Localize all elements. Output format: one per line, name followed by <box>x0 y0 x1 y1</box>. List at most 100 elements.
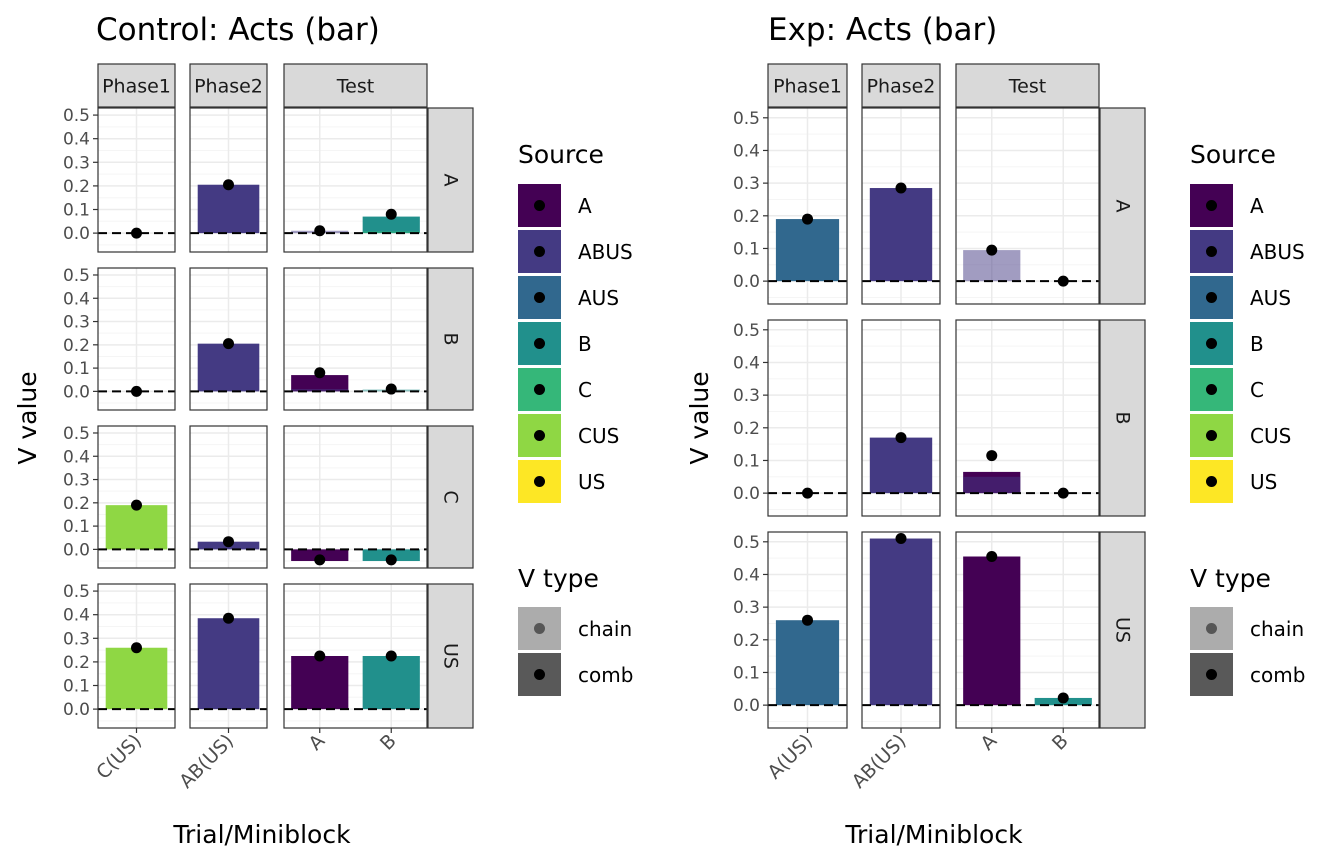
y-tick-label: 0.1 <box>63 517 90 537</box>
facet-strip-label: Phase1 <box>102 76 171 98</box>
y-tick-label: 0.3 <box>733 386 760 406</box>
legend-key-point <box>1206 669 1217 680</box>
x-tick-label: AB(US) <box>175 730 238 793</box>
y-tick-label: 0.1 <box>63 359 90 379</box>
bar-a-comb <box>963 556 1021 706</box>
data-point <box>385 650 397 662</box>
legend-label: ABUS <box>1250 240 1305 264</box>
legend-label: comb <box>578 663 633 687</box>
data-point <box>131 642 142 654</box>
legend-label: CUS <box>1250 424 1291 448</box>
chart-title: Control: Acts (bar) <box>96 12 380 48</box>
x-tick-label: A <box>977 730 1002 755</box>
y-tick-label: 0.5 <box>63 266 90 286</box>
y-tick-label: 0.1 <box>63 201 90 221</box>
panel-border <box>97 267 176 411</box>
x-tick-label: A <box>305 730 330 755</box>
panel-border <box>189 107 268 253</box>
facet-row-strip <box>1099 319 1146 517</box>
legend-label: AUS <box>1250 286 1291 310</box>
legend-key-point <box>534 623 545 634</box>
x-tick-label: B <box>1048 730 1073 755</box>
y-tick-label: 0.0 <box>733 696 760 716</box>
y-tick-label: 0.4 <box>63 447 90 467</box>
facet-row-label: B <box>440 332 462 345</box>
panel-border <box>955 531 1100 729</box>
x-tick-label: C(US) <box>92 730 146 784</box>
legend-label: ABUS <box>578 240 633 264</box>
data-point <box>131 227 142 239</box>
bar-b-comb <box>362 216 420 234</box>
facet-row-label: B <box>1112 411 1134 424</box>
bar-aus-comb <box>775 219 840 282</box>
facet-strip-phase1 <box>767 63 848 108</box>
control-legend: Source A ABUS AUS BC CUS US V type chain comb <box>518 140 633 696</box>
panel-border <box>283 107 428 253</box>
y-tick-label: 0.5 <box>733 109 760 129</box>
y-tick-label: 0.0 <box>733 484 760 504</box>
data-point <box>385 554 397 566</box>
y-tick-label: 0.5 <box>63 582 90 602</box>
legend-label: comb <box>1250 663 1305 687</box>
legend-key-point <box>534 338 545 349</box>
x-tick-label: AB(US) <box>848 730 911 793</box>
bar-abus-chain <box>291 389 349 392</box>
y-tick-label: 0.3 <box>63 153 90 173</box>
legend-title-source: Source <box>518 140 604 169</box>
data-point <box>802 213 813 225</box>
facet-strip-phase2 <box>861 63 941 108</box>
facet-row-label: A <box>440 174 462 187</box>
data-point <box>314 650 326 662</box>
facet-strip-test <box>283 63 428 108</box>
legend-key-point <box>1206 430 1217 441</box>
panel-border <box>189 267 268 411</box>
y-axis-label: V value <box>685 371 714 464</box>
y-tick-label: 0.5 <box>733 533 760 553</box>
y-tick-label: 0.1 <box>733 663 760 683</box>
legend-key-point <box>534 200 545 211</box>
panel-border <box>955 319 1100 517</box>
legend-key-point <box>534 476 545 487</box>
data-point <box>895 533 907 545</box>
legend-label: chain <box>1250 617 1304 641</box>
panel-border <box>283 425 428 569</box>
bar-c-chain <box>362 231 420 234</box>
y-tick-label: 0.1 <box>733 451 760 471</box>
legend-label: AUS <box>578 286 619 310</box>
legend-key-point <box>534 246 545 257</box>
bar-aus-comb <box>775 620 840 706</box>
x-axis-label: Trial/Miniblock <box>172 820 351 849</box>
legend-key-point <box>534 430 545 441</box>
exp-chart: Exp: Acts (bar) V value Trial/Miniblock Pha… <box>685 12 1146 849</box>
legend-label: US <box>578 470 605 494</box>
facet-strip-phase2 <box>189 63 268 108</box>
chart-title: Exp: Acts (bar) <box>768 12 997 48</box>
legend-key-point <box>1206 623 1217 634</box>
legend-title-vtype: V type <box>1190 564 1271 593</box>
data-point <box>986 450 998 462</box>
panel-background <box>284 426 427 568</box>
bar-abus-comb <box>869 188 933 282</box>
y-tick-label: 0.4 <box>733 353 760 373</box>
y-tick-label: 0.4 <box>63 130 90 150</box>
legend-key-point <box>1206 476 1217 487</box>
legend-label: B <box>578 332 592 356</box>
panel-border <box>767 319 848 517</box>
y-tick-label: 0.2 <box>733 207 760 227</box>
panel-border <box>97 107 176 253</box>
data-point <box>314 367 326 379</box>
y-tick-label: 0.3 <box>63 313 90 333</box>
panel-border <box>767 107 848 305</box>
y-tick-label: 0.1 <box>733 239 760 259</box>
y-tick-label: 0.2 <box>733 631 760 651</box>
bar-b-comb <box>362 656 420 710</box>
facet-strip-phase1 <box>97 63 176 108</box>
data-point <box>131 499 142 511</box>
data-point <box>223 179 234 191</box>
y-tick-label: 0.4 <box>733 565 760 585</box>
bar-cus-comb <box>105 505 168 550</box>
legend-label: C <box>1250 378 1264 402</box>
panel-border <box>97 425 176 569</box>
facet-row-strip <box>427 267 474 411</box>
legend-title-vtype: V type <box>518 564 599 593</box>
